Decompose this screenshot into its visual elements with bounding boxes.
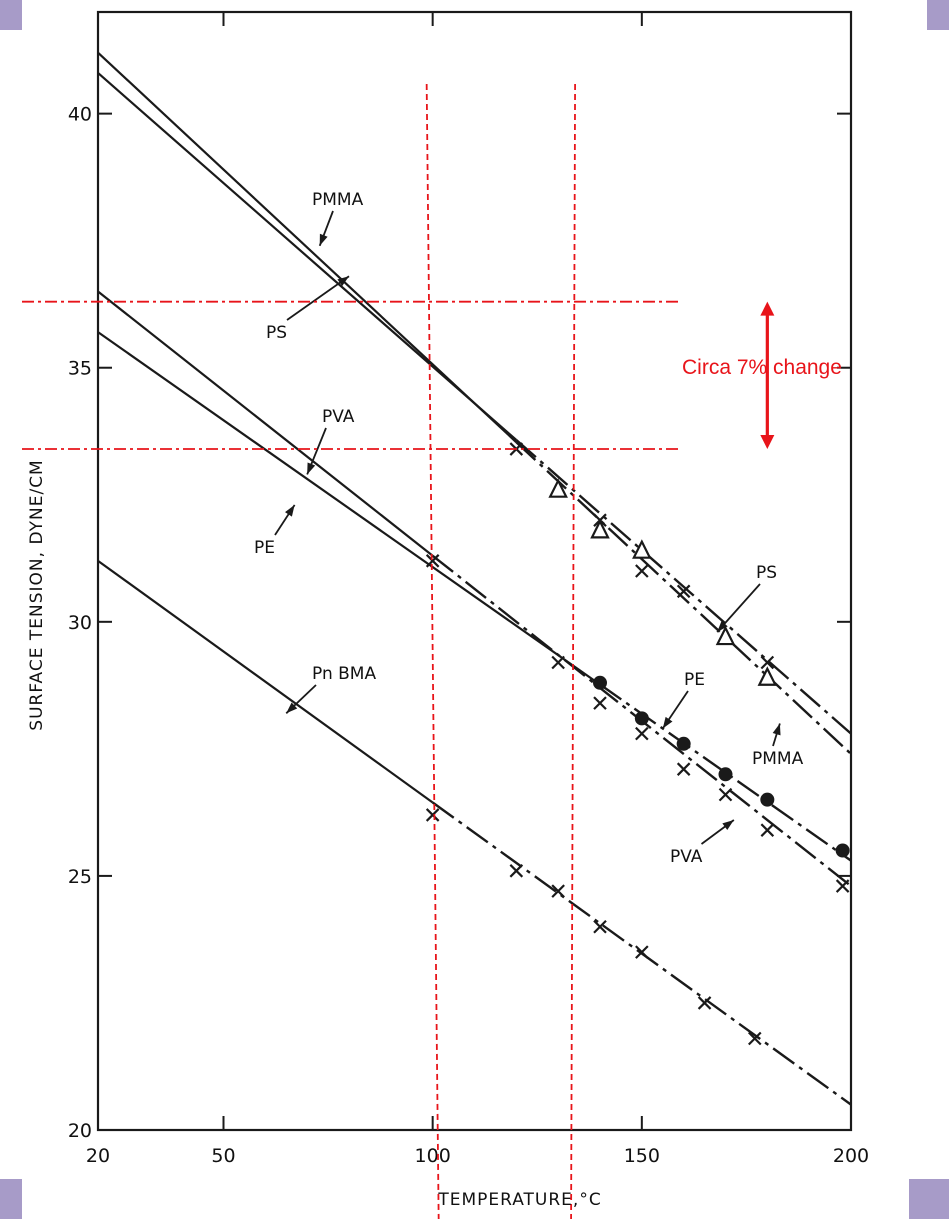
series-label-pn-bma: Pn BMA [312,664,376,684]
label-arrowhead [307,462,316,475]
corner-accent-top-right [927,0,949,30]
series-label-pva: PVA [670,847,703,867]
x-tick-label: 50 [211,1145,235,1167]
x-marker-pva [760,823,775,837]
x-marker-pmma [593,513,607,527]
label-arrowhead [319,233,328,246]
vertical-guide [570,83,576,1219]
series-line-ps [97,72,518,441]
x-marker-pva [676,762,691,776]
series-label-ps: PS [756,563,777,583]
label-arrowhead [285,504,295,517]
series-line-dashed-pmma [515,441,852,755]
dot-marker-pe [634,711,649,726]
series-line-pva [97,290,434,557]
label-arrowhead [717,620,728,632]
triangle-marker-ps [548,478,568,498]
series-label-pva: PVA [322,407,355,427]
series-label-pe: PE [254,538,275,558]
label-arrowhead [286,702,298,714]
dot-marker-pe [760,792,775,807]
series-label-pe: PE [684,670,705,690]
label-arrow [286,275,350,321]
dot-marker-pe [718,767,733,782]
corner-accent-bottom-right [909,1179,949,1219]
series-label-ps: PS [266,323,287,343]
x-axis-title: TEMPERATURE,°C [437,1190,601,1210]
series-lines [97,51,852,1106]
label-arrowhead [662,716,673,729]
x-marker-pmma [676,584,691,599]
x-tick-label: 100 [415,1145,451,1167]
axis-tick-labels: 20 50 100 150 200 20 25 30 35 40 [68,104,869,1167]
plot-frame [96,10,853,1132]
range-arrowhead-bottom [760,435,775,450]
x-marker-pva [718,787,733,802]
data-markers [425,442,850,1046]
series-label-pmma: PMMA [752,749,804,769]
y-tick-label: 25 [68,866,92,888]
x-marker-pn-bma [593,919,607,934]
x-marker-pn-bma [551,884,565,898]
y-tick-label: 35 [68,358,92,380]
x-marker-pn-bma [509,864,524,878]
x-marker-pn-bma [697,996,712,1010]
triangle-marker-ps [757,666,778,686]
y-tick-label: 30 [68,612,92,634]
y-tick-label: 40 [68,104,92,126]
corner-accent-top-left [0,0,22,30]
x-tick-label: 20 [86,1145,110,1167]
x-marker-pn-bma [748,1031,762,1046]
triangle-marker-ps [632,539,652,559]
annotation-guides [22,83,775,1219]
series-line-pe [97,331,601,686]
series-label-pmma: PMMA [312,190,364,210]
annotation-label: Circa 7% change [682,356,842,379]
x-marker-pmma [635,564,649,578]
dot-marker-pe [835,843,850,858]
x-tick-label: 150 [624,1145,660,1167]
label-arrowhead [337,276,349,287]
label-arrowhead [772,723,781,736]
plot-border [96,10,853,1132]
range-arrowhead-top [760,301,775,316]
x-marker-pva [551,655,565,670]
x-marker-pva [425,554,440,568]
corner-accent-bottom-left [0,1179,22,1219]
y-axis-title: SURFACE TENSION, DYNE/CM [27,459,47,730]
x-tick-label: 200 [833,1145,869,1167]
x-marker-pn-bma [425,808,440,822]
dot-marker-pe [676,736,691,751]
x-marker-pva [835,879,850,893]
dot-marker-pe [593,675,607,690]
x-marker-pn-bma [635,945,649,959]
triangle-marker-ps [715,625,736,646]
x-marker-pva [593,696,607,710]
triangle-marker-ps [590,518,610,539]
series-labels: PMMA PS PVA PE Pn BMA PS PMMA PE PVA [254,190,804,867]
series-line-pn-bma [97,559,434,804]
x-marker-pmma [760,655,775,670]
y-tick-label: 20 [68,1120,92,1142]
label-arrowhead [722,820,734,831]
x-marker-pva [635,726,649,741]
vertical-guide [425,83,440,1219]
axis-ticks [97,12,852,1131]
series-line-dashed-ps [515,439,852,735]
series-line-pmma [97,51,518,444]
